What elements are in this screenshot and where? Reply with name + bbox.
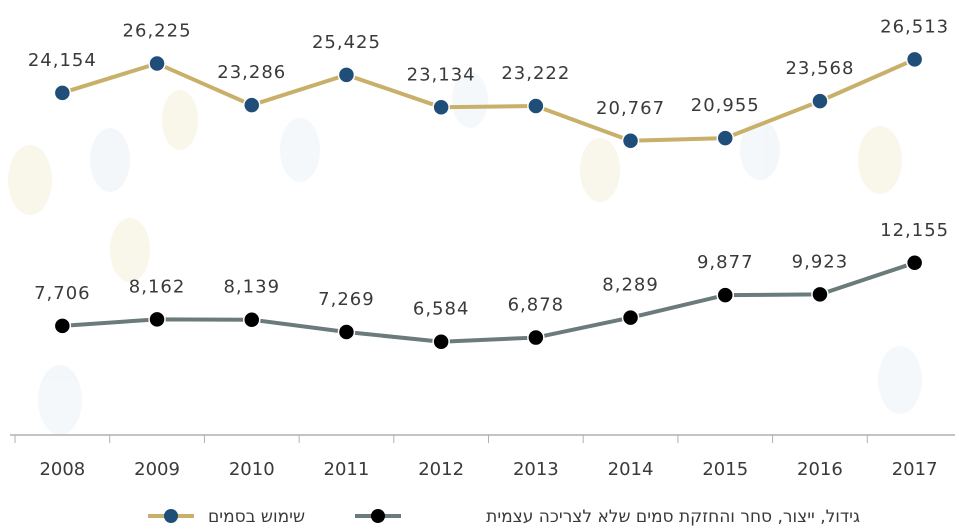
data-point	[54, 318, 70, 334]
data-label: 7,269	[318, 289, 375, 310]
data-point	[907, 51, 923, 67]
data-point	[528, 98, 544, 114]
x-tick-label: 2008	[39, 459, 85, 480]
legend-marker	[371, 509, 385, 523]
data-point	[623, 133, 639, 149]
data-point	[338, 324, 354, 340]
data-label: 9,923	[792, 251, 849, 272]
legend: שימוש בסמים גידול, ייצור, סחר והחזקת סמים…	[148, 507, 860, 527]
data-point	[149, 311, 165, 327]
data-point	[149, 55, 165, 71]
data-label: 23,286	[217, 62, 286, 83]
data-label: 26,513	[880, 16, 949, 37]
data-label: 7,706	[34, 283, 91, 304]
data-point	[244, 97, 260, 113]
data-label: 23,222	[501, 63, 570, 84]
data-label: 23,568	[785, 58, 854, 79]
data-label: 20,767	[596, 98, 665, 119]
data-point	[812, 93, 828, 109]
data-label: 6,878	[508, 295, 565, 316]
data-label: 24,154	[28, 50, 97, 71]
chart: שימוש בסמים גידול, ייצור, סחר והחזקת סמים…	[0, 0, 959, 532]
data-point	[812, 286, 828, 302]
legend-label: שימוש בסמים	[208, 507, 305, 527]
data-label: 8,289	[602, 275, 659, 296]
data-point	[907, 255, 923, 271]
data-point	[433, 99, 449, 115]
data-point	[54, 85, 70, 101]
data-label: 6,584	[413, 299, 470, 320]
data-label: 8,162	[129, 276, 186, 297]
series-line	[62, 263, 914, 342]
data-point	[433, 334, 449, 350]
x-tick-label: 2015	[702, 459, 748, 480]
x-tick-label: 2013	[513, 459, 559, 480]
data-label: 26,225	[123, 20, 192, 41]
x-tick-label: 2014	[608, 459, 654, 480]
data-label: 12,155	[880, 220, 949, 241]
x-tick-label: 2017	[892, 459, 938, 480]
data-point	[717, 287, 733, 303]
data-label: 23,134	[407, 64, 476, 85]
x-tick-label: 2010	[229, 459, 275, 480]
x-tick-label: 2012	[418, 459, 464, 480]
data-label: 20,955	[691, 95, 760, 116]
legend-marker	[164, 509, 178, 523]
data-point	[338, 67, 354, 83]
data-point	[244, 312, 260, 328]
x-tick-label: 2011	[324, 459, 370, 480]
data-label: 9,877	[697, 252, 754, 273]
data-label: 8,139	[223, 277, 280, 298]
legend-label: גידול, ייצור, סחר והחזקת סמים שלא לצריכה…	[486, 507, 860, 527]
x-tick-label: 2016	[797, 459, 843, 480]
data-point	[623, 310, 639, 326]
data-label: 25,425	[312, 32, 381, 53]
background-decoration	[8, 72, 922, 435]
data-point	[528, 330, 544, 346]
x-tick-label: 2009	[134, 459, 180, 480]
data-point	[717, 130, 733, 146]
